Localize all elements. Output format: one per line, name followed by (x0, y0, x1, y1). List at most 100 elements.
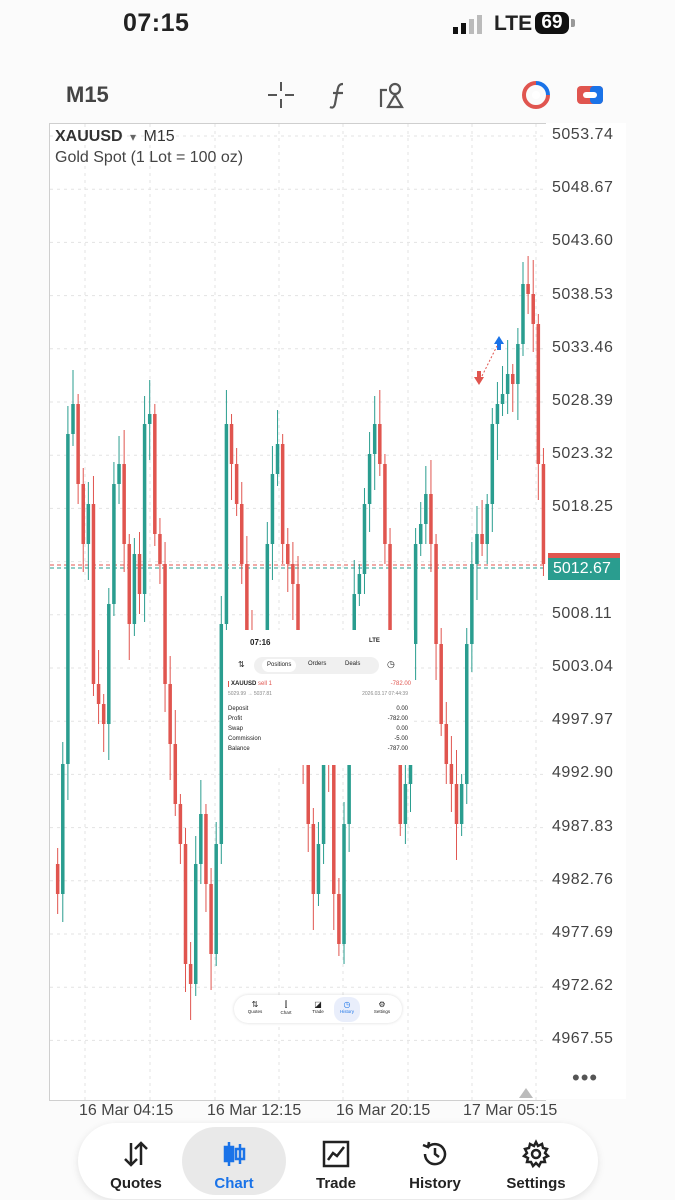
overlay-summary-row: Deposit 0.00 (228, 706, 408, 712)
nav-settings-label: Settings (506, 1175, 566, 1192)
candle-body (470, 564, 474, 644)
price-label: 4987.83 (552, 817, 614, 835)
candle-body (117, 464, 121, 484)
quotes-icon (124, 1141, 148, 1167)
current-price-tag: 5012.67 (548, 558, 620, 580)
candle-body (383, 464, 387, 544)
symbol-timeframe: M15 (143, 128, 175, 145)
price-label: 4967.55 (552, 1030, 614, 1048)
candle-body (219, 624, 224, 844)
overlay-summary-row: Swap 0.00 (228, 726, 408, 732)
candle-body (204, 814, 208, 884)
one-click-trading-icon[interactable] (575, 80, 605, 110)
crosshair-icon[interactable] (266, 80, 296, 110)
symbol-name: XAUUSD (55, 128, 123, 145)
candle-body (168, 684, 172, 744)
candle-body (388, 544, 392, 684)
more-icon[interactable]: ••• (572, 1065, 599, 1090)
objects-icon[interactable] (378, 80, 408, 110)
candle-body (357, 574, 362, 594)
chart-symbol[interactable]: XAUUSD ▾ M15 (55, 128, 175, 146)
candle-body (280, 444, 285, 544)
candle-body (454, 784, 459, 824)
network-type: LTE (494, 12, 533, 35)
nav-chart[interactable]: Chart (182, 1127, 286, 1195)
candle-body (291, 564, 295, 584)
overlay-summary-label: Commission (228, 736, 262, 742)
candle-body (265, 544, 270, 684)
candle-body (234, 464, 239, 504)
candle-body (137, 554, 142, 594)
indicators-icon[interactable] (324, 80, 354, 110)
dock-item-history: ◷ History (334, 997, 360, 1022)
overlay-pos-pnl: -782.00 (390, 681, 411, 687)
overlay-summary-label: Swap (228, 726, 244, 732)
candle-body (378, 424, 382, 464)
overlay-tabs: Positions Orders Deals (254, 657, 379, 674)
nav-quotes[interactable]: Quotes (84, 1127, 188, 1195)
history-icon (422, 1141, 447, 1166)
nav-history[interactable]: History (383, 1127, 487, 1195)
candle-body (485, 504, 489, 544)
candle-body (434, 544, 438, 644)
dock-item-settings: ⚙ Settings (373, 1000, 391, 1014)
overlay-clock: 07:16 (250, 638, 271, 647)
overlay-tab-deals: Deals (345, 661, 361, 667)
candle-body (337, 894, 341, 944)
overlay-summary-label: Profit (228, 716, 243, 722)
candle-body (209, 884, 213, 954)
candle-body (449, 764, 454, 784)
price-label: 5023.32 (552, 445, 614, 463)
battery-icon: 69 (535, 12, 569, 34)
candle-body (101, 704, 106, 724)
candlestick-chart[interactable] (50, 124, 546, 1100)
candle-body (86, 504, 91, 544)
candle-body (142, 424, 147, 594)
candle-body (296, 584, 300, 664)
candle-body (418, 524, 423, 544)
candle-body (495, 404, 500, 424)
candle-body (526, 284, 530, 294)
candle-body (413, 544, 418, 644)
price-label: 5008.11 (552, 604, 613, 622)
candle-body (61, 764, 65, 894)
candle-body (96, 684, 101, 704)
chart-canvas[interactable] (49, 123, 546, 1101)
status-bar: 07:15 LTE 69 (0, 0, 675, 52)
candle-body (81, 484, 85, 544)
candle-body (306, 764, 310, 824)
candle-body (188, 964, 193, 984)
nav-history-label: History (409, 1175, 461, 1192)
candle-body (66, 434, 70, 764)
candle-body (132, 554, 137, 624)
clock: 07:15 (123, 9, 190, 37)
price-label: 5053.74 (552, 126, 614, 143)
candle-body (480, 534, 484, 544)
candle-body (76, 404, 80, 484)
timeframe-button[interactable]: M15 (66, 82, 109, 107)
price-label: 4982.76 (552, 870, 614, 888)
candle-body (127, 544, 132, 624)
nav-chart-label: Chart (214, 1175, 254, 1192)
candle-body (270, 474, 275, 544)
price-label: 5033.46 (552, 338, 614, 356)
trade-icon[interactable] (521, 80, 551, 110)
candle-body (224, 424, 229, 624)
candle-body (536, 324, 541, 464)
scroll-to-end-icon[interactable] (519, 1088, 533, 1098)
candle-body (511, 374, 515, 384)
candle-body (531, 294, 535, 324)
overlay-summary-row: Balance -787.00 (228, 746, 408, 752)
candle-body (464, 644, 469, 784)
nav-trade[interactable]: Trade (284, 1127, 388, 1195)
candle-body (490, 424, 495, 504)
candle-body (55, 864, 60, 894)
nav-settings[interactable]: Settings (484, 1127, 588, 1195)
symbol-description: Gold Spot (1 Lot = 100 oz) (55, 149, 244, 166)
trade-connector-line (481, 345, 498, 377)
overlay-tab-orders: Orders (308, 661, 327, 667)
dock-item-trade: ◪ Trade (312, 1000, 324, 1014)
overlay-tab-positions: Positions (262, 659, 297, 672)
nav-trade-label: Trade (315, 1175, 357, 1192)
chart-toolbar: M15 (0, 70, 675, 120)
